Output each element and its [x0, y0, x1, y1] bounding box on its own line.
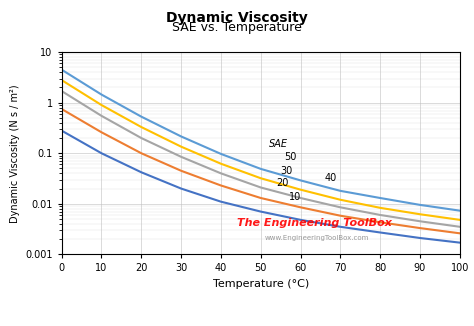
Text: SAE: SAE	[269, 140, 288, 149]
Text: www.EngineeringToolBox.com: www.EngineeringToolBox.com	[264, 235, 369, 241]
Text: 50: 50	[284, 153, 297, 162]
Text: 30: 30	[281, 167, 293, 176]
Text: 20: 20	[277, 178, 289, 188]
Text: SAE vs. Temperature: SAE vs. Temperature	[172, 21, 302, 34]
X-axis label: Temperature (°C): Temperature (°C)	[212, 279, 309, 289]
Text: Dynamic Viscosity: Dynamic Viscosity	[166, 11, 308, 25]
Text: The Engineering ToolBox: The Engineering ToolBox	[237, 218, 392, 228]
Y-axis label: Dynamic Viscosity (N s / m²): Dynamic Viscosity (N s / m²)	[9, 84, 19, 223]
Text: 40: 40	[324, 173, 337, 183]
Text: 10: 10	[289, 192, 301, 202]
Legend: 10, 20, 30, 40, 50: 10, 20, 30, 40, 50	[131, 320, 390, 326]
